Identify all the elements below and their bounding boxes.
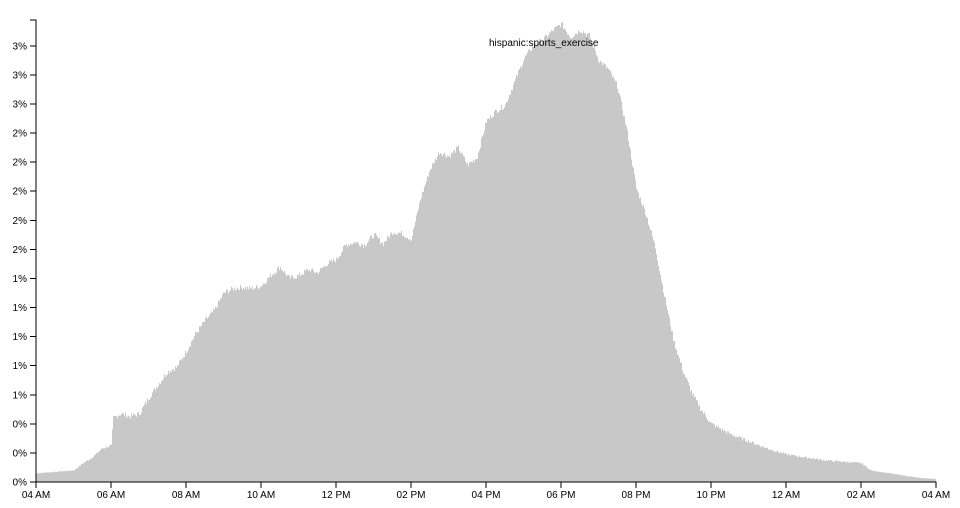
y-tick-label: 1% <box>13 332 28 343</box>
y-tick-label: 3% <box>13 41 28 52</box>
y-tick-label: 3% <box>13 70 28 81</box>
x-tick-label: 04 AM <box>922 490 950 501</box>
y-tick-label: 0% <box>13 478 28 489</box>
x-axis: 04 AM 06 AM 08 AM 10 AM 12 PM 02 PM 04 PM 06 PM… <box>22 481 950 501</box>
x-tick-label: 06 PM <box>547 490 576 501</box>
y-tick-label: 2% <box>13 216 28 227</box>
y-tick-label: 1% <box>13 361 28 372</box>
x-tick-label: 04 PM <box>472 490 501 501</box>
x-tick-label: 12 AM <box>772 490 800 501</box>
x-tick-label: 04 AM <box>22 490 50 501</box>
y-tick-label: 0% <box>13 419 28 430</box>
x-tick-label: 12 PM <box>322 490 351 501</box>
x-tick-label: 10 AM <box>247 490 275 501</box>
x-tick-label: 02 AM <box>847 490 875 501</box>
x-tick-label: 06 AM <box>97 490 125 501</box>
series-label: hispanic:sports_exercise <box>489 38 599 49</box>
area-layer <box>36 22 936 483</box>
y-axis: 0% 0% 0% 1% 1% 1% 1% 1% 2% 2% 2% 2% 2% 3% 3% 3% <box>13 19 37 489</box>
y-tick-label: 2% <box>13 245 28 256</box>
y-tick-label: 1% <box>13 390 28 401</box>
x-tick-label: 08 AM <box>172 490 200 501</box>
y-tick-label: 3% <box>13 99 28 110</box>
y-tick-label: 2% <box>13 129 28 140</box>
y-tick-label: 1% <box>13 303 28 314</box>
x-tick-label: 02 PM <box>397 490 426 501</box>
y-axis-line <box>30 19 37 483</box>
y-tick-label: 0% <box>13 448 28 459</box>
x-tick-label: 10 PM <box>697 490 726 501</box>
x-tick-label: 08 PM <box>622 490 651 501</box>
y-tick-label: 2% <box>13 158 28 169</box>
y-tick-label: 2% <box>13 187 28 198</box>
area-series <box>36 22 936 483</box>
y-tick-label: 1% <box>13 274 28 285</box>
